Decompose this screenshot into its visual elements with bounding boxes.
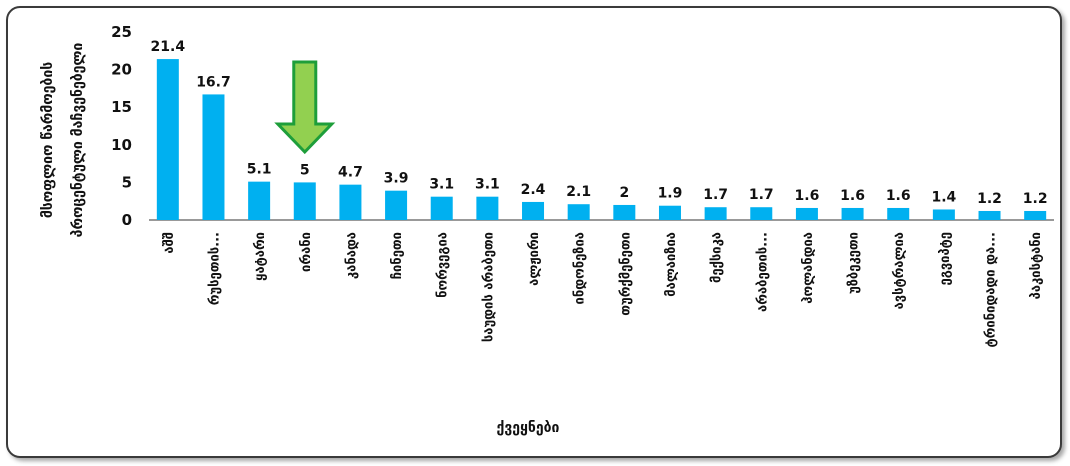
bar-12 <box>704 207 727 220</box>
category-label-8: ალჟირი <box>527 232 542 286</box>
category-label-19: პაკისტანი <box>1029 232 1044 299</box>
y-axis-title-line-2: პროცენტული მაჩვენებელი <box>70 43 86 238</box>
data-label-6: 3.1 <box>429 177 454 193</box>
bar-18 <box>978 210 1001 220</box>
category-label-3: ირანი <box>299 232 314 272</box>
data-label-2: 5.1 <box>247 162 272 178</box>
data-label-13: 1.7 <box>749 187 774 203</box>
chart-frame <box>6 6 1062 458</box>
y-tick-label-5: 25 <box>111 23 132 41</box>
bar-14 <box>795 207 818 220</box>
data-label-5: 3.9 <box>384 171 409 187</box>
category-label-1: რუსეთის... <box>207 232 222 305</box>
bar-10 <box>613 204 636 220</box>
data-label-12: 1.7 <box>703 187 728 203</box>
bar-1 <box>202 94 225 220</box>
category-label-11: მალაიზია <box>664 232 679 297</box>
category-label-5: ჩინეთი <box>390 232 405 279</box>
bar-8 <box>522 201 545 220</box>
data-label-15: 1.6 <box>840 188 865 204</box>
bar-6 <box>430 196 453 220</box>
bar-16 <box>887 207 910 220</box>
data-label-11: 1.9 <box>658 186 683 202</box>
data-label-17: 1.4 <box>931 189 956 205</box>
category-label-7: საუდის არაბეთი <box>481 232 496 342</box>
category-label-0: აშშ <box>162 232 177 254</box>
category-label-14: ჰოლანდია <box>801 232 816 304</box>
category-label-6: ნორვეგია <box>436 232 451 298</box>
bar-0 <box>156 59 179 221</box>
data-label-1: 16.7 <box>196 74 231 90</box>
data-label-7: 3.1 <box>475 177 500 193</box>
highlight-arrow-icon <box>274 60 336 155</box>
category-label-18: ტრინიდადი და... <box>984 232 999 347</box>
y-tick-label-0: 0 <box>122 211 132 229</box>
bar-9 <box>567 204 590 220</box>
bar-11 <box>658 205 681 220</box>
bar-7 <box>476 196 499 220</box>
category-label-10: თურქმენეთი <box>618 232 633 316</box>
category-label-4: კანადა <box>344 232 359 279</box>
y-axis-title-line-1: მსოფლიო წარმოების <box>40 62 56 218</box>
category-label-17: ეგვიპტე <box>938 232 953 285</box>
data-label-0: 21.4 <box>151 39 186 55</box>
category-label-15: უზბეკეთი <box>847 232 862 294</box>
category-label-2: ყატარი <box>253 232 268 281</box>
category-label-13: არაბეთის... <box>755 232 770 312</box>
data-label-4: 4.7 <box>338 165 363 181</box>
data-label-18: 1.2 <box>977 191 1002 207</box>
category-label-16: ავსტრალია <box>892 232 907 309</box>
plot-area: 051015202521.4აშშ16.7რუსეთის...5.1ყატარი… <box>111 23 1054 347</box>
data-label-9: 2.1 <box>566 184 591 200</box>
data-label-10: 2 <box>619 185 629 201</box>
category-label-9: ინდონეზია <box>573 232 588 304</box>
bar-4 <box>339 184 362 220</box>
bar-3 <box>293 182 316 220</box>
data-label-19: 1.2 <box>1023 191 1048 207</box>
bar-5 <box>385 190 408 220</box>
bar-15 <box>841 207 864 220</box>
bar-13 <box>750 207 773 220</box>
bar-2 <box>248 181 271 220</box>
x-axis-title: ქვეყნები <box>497 420 560 436</box>
y-tick-label-2: 10 <box>111 136 132 154</box>
y-tick-label-3: 15 <box>111 98 132 116</box>
data-label-14: 1.6 <box>795 188 820 204</box>
category-label-12: მექსიკა <box>710 232 725 283</box>
data-label-16: 1.6 <box>886 188 911 204</box>
bar-17 <box>932 209 955 220</box>
y-axis-title: მსოფლიო წარმოების პროცენტული მაჩვენებელი <box>40 43 86 238</box>
y-tick-label-4: 20 <box>111 61 132 79</box>
data-label-3: 5 <box>300 162 310 178</box>
y-tick-label-1: 5 <box>122 173 132 191</box>
data-label-8: 2.4 <box>521 182 546 198</box>
bar-19 <box>1024 210 1047 220</box>
